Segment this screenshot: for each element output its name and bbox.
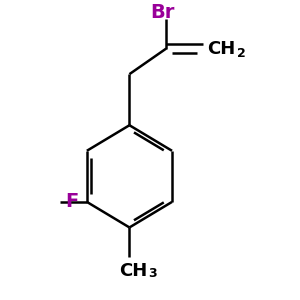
Text: CH: CH [119,262,147,280]
Text: 2: 2 [237,47,245,60]
Text: Br: Br [150,3,174,22]
Text: CH: CH [207,40,236,58]
Text: 3: 3 [148,267,157,280]
Text: F: F [65,192,78,212]
